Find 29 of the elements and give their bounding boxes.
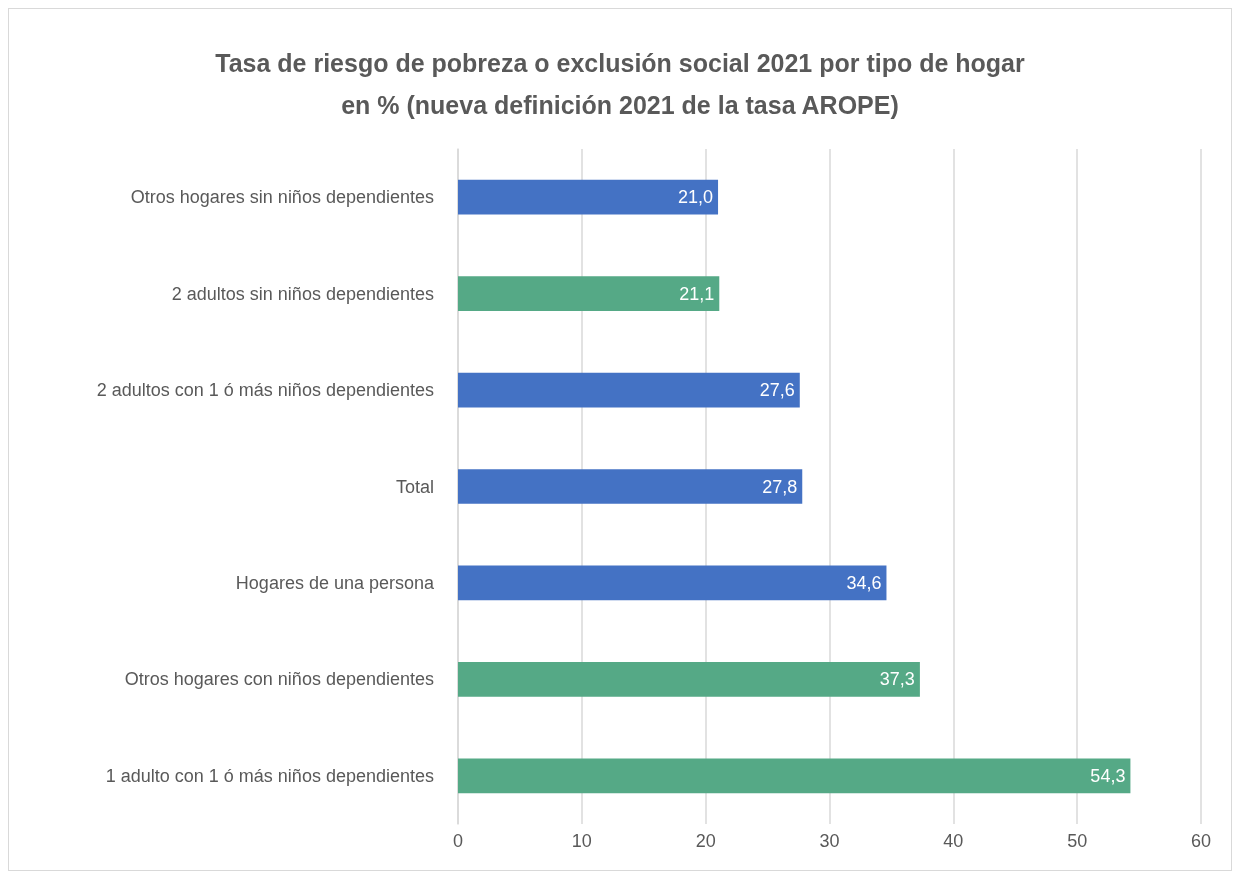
y-tick-label: Total (395, 476, 434, 497)
data-label: 54,3 (1090, 765, 1126, 786)
y-tick-label: Hogares de una persona (235, 572, 435, 593)
bar (458, 662, 920, 697)
data-label: 21,1 (679, 283, 715, 304)
y-tick-label: 2 adultos con 1 ó más niños dependientes (96, 380, 434, 401)
y-tick-label: 1 adulto con 1 ó más niños dependientes (105, 765, 434, 786)
data-label: 27,6 (759, 380, 795, 401)
y-tick-label: Otros hogares con niños dependientes (124, 669, 434, 690)
x-tick-label: 10 (571, 831, 592, 851)
x-tick-label: 20 (695, 831, 716, 851)
bar (458, 179, 719, 215)
data-label: 34,6 (846, 572, 882, 593)
x-tick-label: 0 (452, 831, 464, 851)
data-label: 21,0 (678, 187, 714, 208)
bar (458, 372, 800, 408)
x-tick-label: 60 (1190, 831, 1212, 851)
bar (458, 758, 1131, 794)
data-label: 27,8 (762, 476, 798, 497)
bar (458, 276, 720, 311)
chart-title: Tasa de riesgo de pobreza o exclusión social 2021 por tipo de hogar en % (nueva definición 2021 de la tasa AROPE) (215, 49, 1026, 119)
y-tick-label: Otros hogares sin niños dependientes (130, 187, 434, 208)
bar (458, 565, 887, 601)
x-tick-label: 30 (819, 831, 840, 851)
data-label: 37,3 (879, 669, 915, 690)
y-tick-label: 2 adultos sin niños dependientes (171, 283, 434, 304)
bar (458, 469, 803, 504)
x-tick-label: 50 (1067, 831, 1088, 851)
x-tick-label: 40 (943, 831, 964, 851)
